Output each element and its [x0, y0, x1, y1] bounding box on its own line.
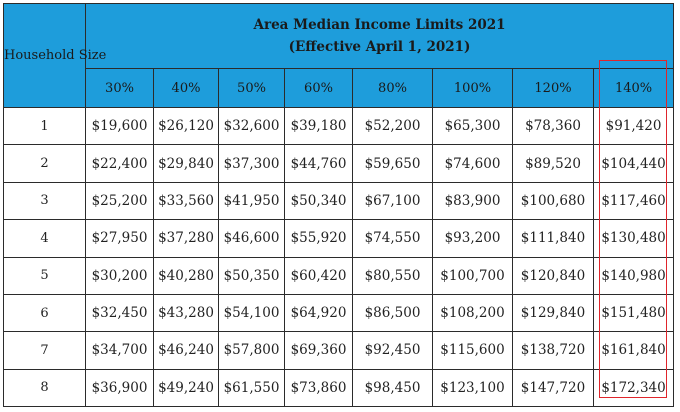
income-limit-cell: $44,760 [284, 144, 353, 183]
table-row: 8 $36,900 $49,240 $61,550 $73,860 $98,450 $123… [3, 368, 675, 408]
income-limit-cell: $65,300 [432, 106, 513, 146]
income-limit-cell: $138,720 [512, 331, 594, 370]
income-limit-cell: $57,800 [218, 331, 285, 370]
household-size-cell: 7 [3, 331, 86, 370]
income-limit-cell: $36,900 [85, 368, 154, 408]
percent-header: 50% [218, 68, 285, 108]
income-limit-cell: $74,600 [432, 144, 513, 183]
income-limit-cell: $91,420 [592, 106, 675, 146]
percent-header: 40% [153, 68, 219, 108]
income-limit-cell: $120,840 [512, 256, 594, 295]
percent-header: 80% [352, 68, 433, 108]
household-size-cell: 8 [3, 368, 86, 408]
income-limit-cell: $27,950 [85, 219, 154, 258]
income-limit-cell: $30,200 [85, 256, 154, 295]
income-limit-cell: $22,400 [85, 144, 154, 183]
income-limit-cell: $69,360 [284, 331, 353, 370]
income-limit-cell: $37,280 [153, 219, 219, 258]
table-title: Area Median Income Limits 2021 [253, 17, 506, 33]
income-limit-cell: $25,200 [85, 181, 154, 221]
percent-header: 120% [512, 68, 594, 108]
income-limit-cell: $39,180 [284, 106, 353, 146]
percent-header: 60% [284, 68, 353, 108]
income-limit-cell: $104,440 [592, 144, 675, 183]
income-limit-cell: $115,600 [432, 331, 513, 370]
income-limit-cell: $98,450 [352, 368, 433, 408]
income-limit-cell: $19,600 [85, 106, 154, 146]
income-limit-cell: $140,980 [592, 256, 675, 295]
income-limit-cell: $93,200 [432, 219, 513, 258]
income-limit-cell: $130,480 [592, 219, 675, 258]
income-limit-cell: $151,480 [592, 293, 675, 333]
percent-header-row: 30% 40% 50% 60% 80% 100% 120% 140% [4, 68, 675, 108]
income-limit-cell: $61,550 [218, 368, 285, 408]
table-subtitle: (Effective April 1, 2021) [288, 39, 471, 55]
income-limit-cell: $46,240 [153, 331, 219, 370]
income-limit-cell: $86,500 [352, 293, 433, 333]
income-limit-cell: $100,700 [432, 256, 513, 295]
table-row: 4 $27,950 $37,280 $46,600 $55,920 $74,550 $93,… [3, 219, 675, 258]
income-limit-cell: $80,550 [352, 256, 433, 295]
income-limit-cell: $50,350 [218, 256, 285, 295]
income-limit-cell: $43,280 [153, 293, 219, 333]
income-limit-cell: $129,840 [512, 293, 594, 333]
household-size-cell: 5 [3, 256, 86, 295]
table-row: 5 $30,200 $40,280 $50,350 $60,420 $80,550 $100… [3, 256, 675, 295]
percent-header: 140% [592, 68, 675, 108]
table-body: 1 $19,600 $26,120 $32,600 $39,180 $52,200 $65,… [3, 106, 675, 408]
income-limits-table: Household Size Area Median Income Limits… [3, 3, 675, 408]
income-limit-cell: $33,560 [153, 181, 219, 221]
income-limit-cell: $40,280 [153, 256, 219, 295]
household-size-cell: 4 [3, 219, 86, 258]
income-limit-cell: $147,720 [512, 368, 594, 408]
income-limit-cell: $67,100 [352, 181, 433, 221]
income-limit-cell: $117,460 [592, 181, 675, 221]
income-limit-cell: $111,840 [512, 219, 594, 258]
income-limit-cell: $26,120 [153, 106, 219, 146]
income-limit-cell: $108,200 [432, 293, 513, 333]
income-limit-cell: $123,100 [432, 368, 513, 408]
income-limit-cell: $74,550 [352, 219, 433, 258]
income-limit-cell: $161,840 [592, 331, 675, 370]
income-limit-cell: $100,680 [512, 181, 594, 221]
income-limit-cell: $32,450 [85, 293, 154, 333]
income-limit-cell: $41,950 [218, 181, 285, 221]
table-title-header: Area Median Income Limits 2021 (Effectiv… [84, 3, 675, 69]
income-limit-cell: $55,920 [284, 219, 353, 258]
percent-header: 30% [85, 68, 154, 108]
household-size-cell: 3 [3, 181, 86, 221]
income-limit-cell: $32,600 [218, 106, 285, 146]
table-row: 1 $19,600 $26,120 $32,600 $39,180 $52,200 $65,… [3, 106, 675, 146]
income-limit-cell: $34,700 [85, 331, 154, 370]
table-row: 3 $25,200 $33,560 $41,950 $50,340 $67,100 $83,… [3, 181, 675, 221]
income-limit-cell: $29,840 [153, 144, 219, 183]
income-limit-cell: $50,340 [284, 181, 353, 221]
household-size-header: Household Size [3, 3, 106, 108]
household-size-cell: 2 [3, 144, 86, 183]
income-limit-cell: $54,100 [218, 293, 285, 333]
income-limit-cell: $89,520 [512, 144, 594, 183]
table-row: 6 $32,450 $43,280 $54,100 $64,920 $86,500 $108… [3, 293, 675, 333]
income-limit-cell: $64,920 [284, 293, 353, 333]
table-row: 7 $34,700 $46,240 $57,800 $69,360 $92,450 $115… [3, 331, 675, 370]
table-row: 2 $22,400 $29,840 $37,300 $44,760 $59,650 $74,… [3, 144, 675, 183]
income-limit-cell: $172,340 [592, 368, 675, 408]
income-limit-cell: $83,900 [432, 181, 513, 221]
income-limit-cell: $37,300 [218, 144, 285, 183]
household-size-cell: 1 [3, 106, 86, 146]
percent-header: 100% [432, 68, 513, 108]
income-limit-cell: $52,200 [352, 106, 433, 146]
income-limit-cell: $46,600 [218, 219, 285, 258]
household-size-cell: 6 [3, 293, 86, 333]
income-limit-cell: $60,420 [284, 256, 353, 295]
income-limit-cell: $92,450 [352, 331, 433, 370]
income-limit-cell: $59,650 [352, 144, 433, 183]
income-limit-cell: $49,240 [153, 368, 219, 408]
income-limit-cell: $78,360 [512, 106, 594, 146]
income-limit-cell: $73,860 [284, 368, 353, 408]
